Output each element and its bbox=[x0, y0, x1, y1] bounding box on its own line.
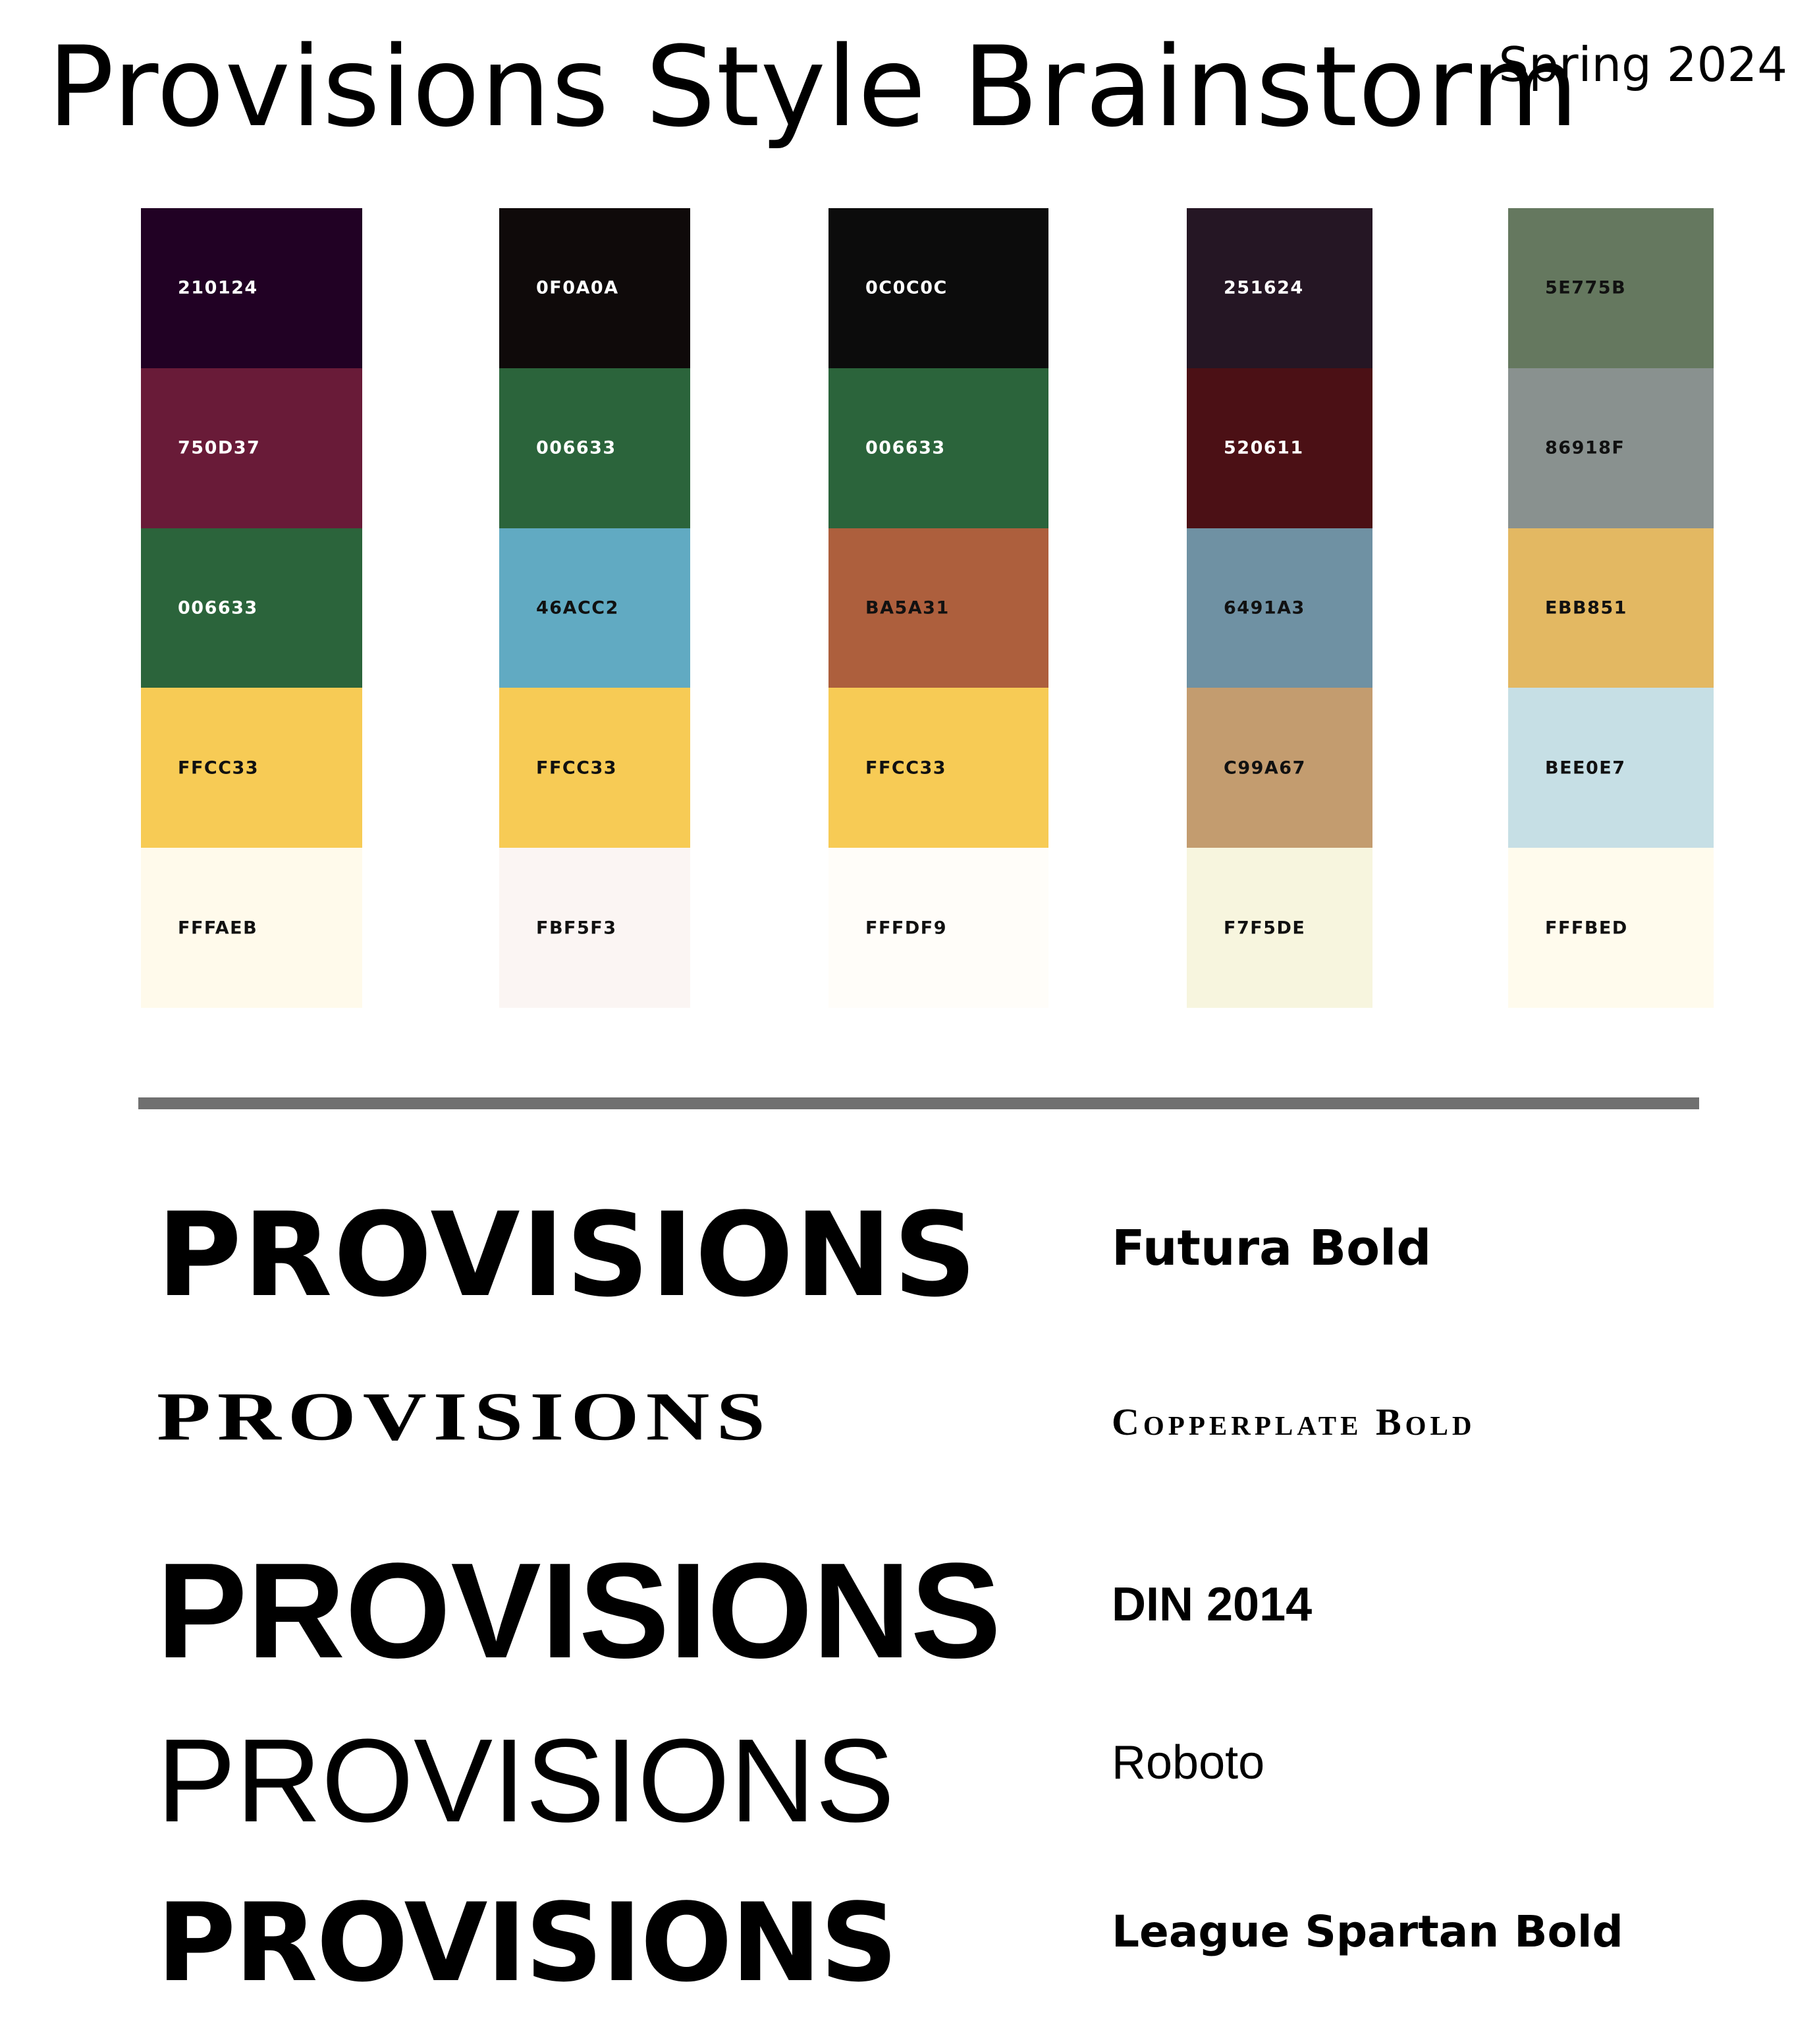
color-code: 520611 bbox=[1224, 437, 1304, 458]
color-code: FFFDF9 bbox=[865, 918, 947, 939]
color-palette-4: 251624 520611 6491A3 C99A67 F7F5DE bbox=[1187, 208, 1372, 1008]
color-code: FFFAEB bbox=[178, 918, 258, 939]
color-palette-5: 5E775B 86918F EBB851 BEE0E7 FFFBED bbox=[1508, 208, 1714, 1008]
color-swatch: 210124 bbox=[141, 208, 362, 368]
color-swatch: 0C0C0C bbox=[828, 208, 1048, 368]
color-swatch: 251624 bbox=[1187, 208, 1372, 368]
color-swatch: 46ACC2 bbox=[499, 528, 690, 688]
color-code: FFFBED bbox=[1545, 918, 1628, 939]
color-swatch: BA5A31 bbox=[828, 528, 1048, 688]
color-code: BA5A31 bbox=[865, 597, 950, 619]
font-name-league-spartan: League Spartan Bold bbox=[1112, 1906, 1623, 1957]
color-code: 210124 bbox=[178, 277, 258, 298]
color-code: 5E775B bbox=[1545, 277, 1627, 298]
color-swatch: 006633 bbox=[499, 368, 690, 528]
color-swatch: FBF5F3 bbox=[499, 848, 690, 1008]
color-swatch: FFCC33 bbox=[499, 688, 690, 848]
font-name-futura: Futura Bold bbox=[1112, 1220, 1432, 1277]
color-code: FFCC33 bbox=[536, 758, 618, 779]
color-code: FFCC33 bbox=[178, 758, 259, 779]
color-code: EBB851 bbox=[1545, 597, 1627, 619]
color-swatch: 6491A3 bbox=[1187, 528, 1372, 688]
section-divider bbox=[138, 1097, 1699, 1109]
color-swatch: F7F5DE bbox=[1187, 848, 1372, 1008]
color-swatch: 006633 bbox=[141, 528, 362, 688]
color-code: F7F5DE bbox=[1224, 918, 1306, 939]
color-swatch: FFCC33 bbox=[828, 688, 1048, 848]
color-swatch: 750D37 bbox=[141, 368, 362, 528]
color-swatch: FFFAEB bbox=[141, 848, 362, 1008]
color-code: 006633 bbox=[536, 437, 616, 458]
color-swatch: FFFBED bbox=[1508, 848, 1714, 1008]
color-code: FBF5F3 bbox=[536, 918, 617, 939]
season-label: Spring 2024 bbox=[1498, 37, 1787, 92]
color-code: FFCC33 bbox=[865, 758, 947, 779]
color-swatch: FFCC33 bbox=[141, 688, 362, 848]
color-code: 0C0C0C bbox=[865, 277, 948, 298]
color-palette-1: 210124 750D37 006633 FFCC33 FFFAEB bbox=[141, 208, 362, 1008]
font-name-roboto: Roboto bbox=[1112, 1736, 1265, 1789]
font-specimen-din: PROVISIONS bbox=[157, 1535, 1002, 1686]
color-palette-2: 0F0A0A 006633 46ACC2 FFCC33 FBF5F3 bbox=[499, 208, 690, 1008]
font-specimen-roboto: PROVISIONS bbox=[157, 1715, 895, 1847]
font-name-din: DIN 2014 bbox=[1112, 1578, 1313, 1631]
color-swatch: BEE0E7 bbox=[1508, 688, 1714, 848]
color-code: 750D37 bbox=[178, 437, 261, 458]
page-title: Provisions Style Brainstorm bbox=[47, 22, 1579, 152]
color-swatch: 0F0A0A bbox=[499, 208, 690, 368]
color-swatch: 520611 bbox=[1187, 368, 1372, 528]
color-code: 251624 bbox=[1224, 277, 1304, 298]
color-code: BEE0E7 bbox=[1545, 758, 1626, 779]
font-specimen-league-spartan: PROVISIONS bbox=[157, 1880, 898, 2006]
font-specimen-futura: PROVISIONS bbox=[157, 1188, 979, 1323]
font-specimen-copperplate: PROVISIONS bbox=[157, 1378, 772, 1454]
color-swatch: C99A67 bbox=[1187, 688, 1372, 848]
color-swatch: FFFDF9 bbox=[828, 848, 1048, 1008]
color-swatch: EBB851 bbox=[1508, 528, 1714, 688]
color-code: 006633 bbox=[178, 597, 258, 619]
color-swatch: 006633 bbox=[828, 368, 1048, 528]
color-palette-3: 0C0C0C 006633 BA5A31 FFCC33 FFFDF9 bbox=[828, 208, 1048, 1008]
color-code: 0F0A0A bbox=[536, 277, 619, 298]
color-code: 006633 bbox=[865, 437, 946, 458]
font-name-copperplate: Copperplate Bold bbox=[1112, 1400, 1476, 1443]
color-swatch: 86918F bbox=[1508, 368, 1714, 528]
color-code: 46ACC2 bbox=[536, 597, 619, 619]
color-code: 86918F bbox=[1545, 437, 1625, 458]
color-code: 6491A3 bbox=[1224, 597, 1305, 619]
color-swatch: 5E775B bbox=[1508, 208, 1714, 368]
color-code: C99A67 bbox=[1224, 758, 1306, 779]
